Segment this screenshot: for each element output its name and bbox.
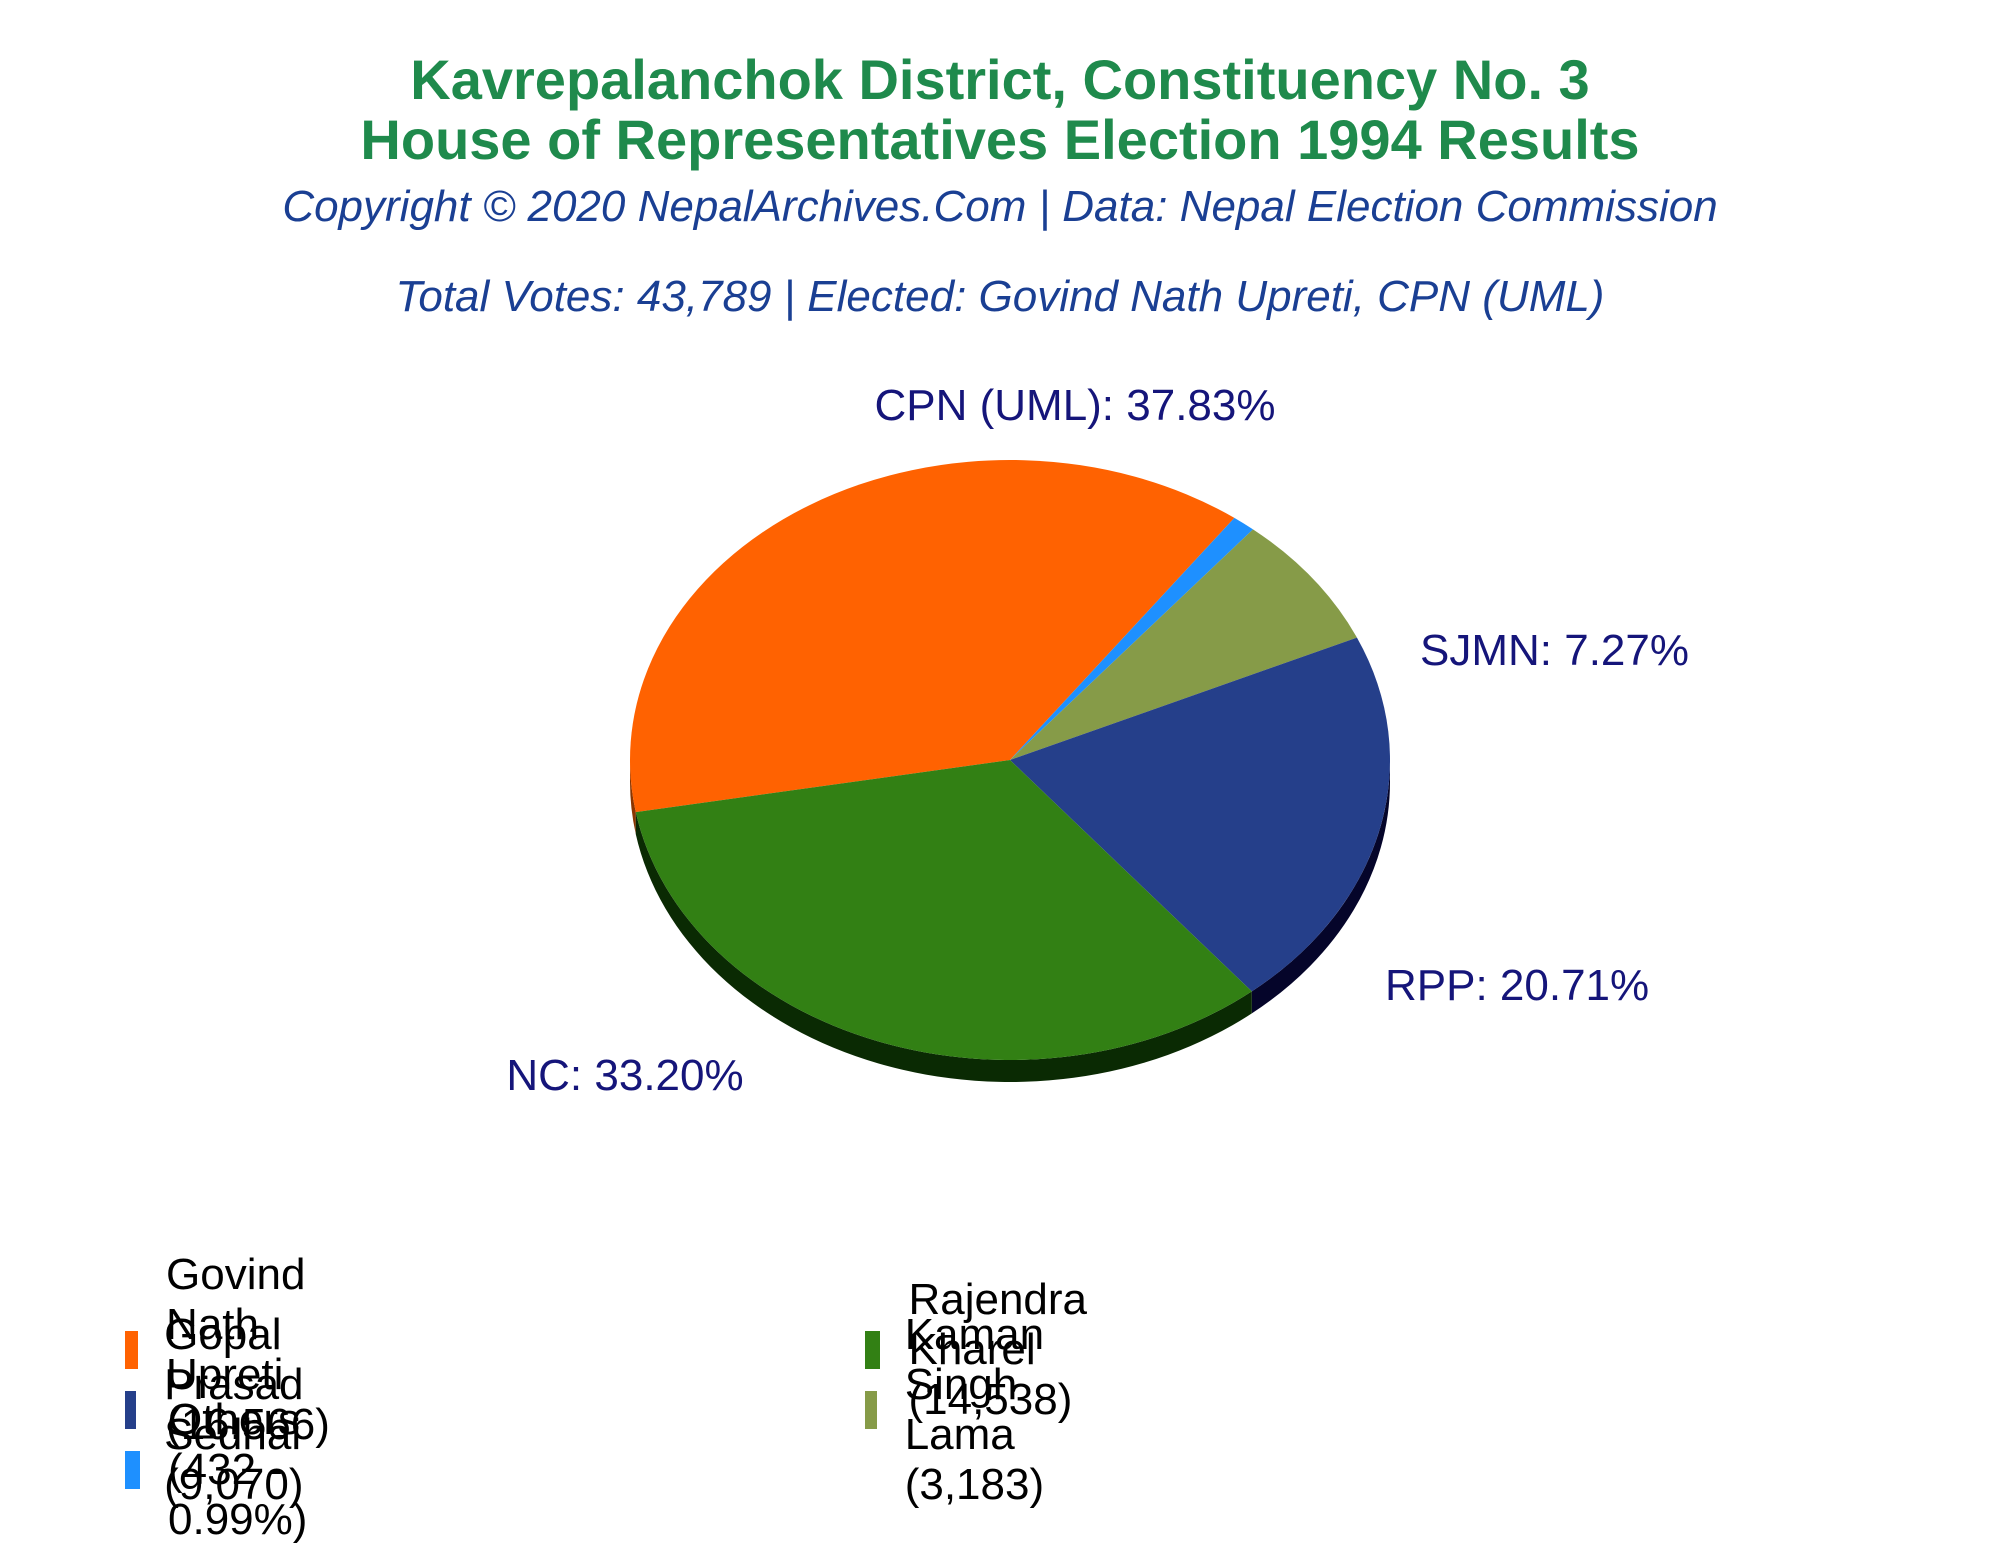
pie-depth bbox=[630, 760, 1390, 1083]
legend-label: Govind Nath Upreti (16,566) bbox=[166, 1250, 330, 1449]
pie-chart: CPN (UML): 37.83% SJMN: 7.27% RPP: 20.71% N… bbox=[506, 381, 1689, 1100]
pie-depth-cpn-uml- bbox=[630, 760, 636, 835]
legend-item: Govind Nath Upreti (16,566) bbox=[125, 1250, 355, 1449]
slice-label-nc: NC: 33.20% bbox=[506, 1051, 743, 1100]
chart-title: Kavrepalanchok District, Constituency No… bbox=[410, 48, 1590, 111]
slice-label-sjmn: SJMN: 7.27% bbox=[1420, 626, 1689, 675]
legend-swatch bbox=[865, 1391, 877, 1429]
legend-swatch bbox=[865, 1331, 881, 1369]
legend-swatch bbox=[125, 1391, 137, 1429]
legend-label: Gopal Prasad Sedhai (9,070) bbox=[164, 1310, 304, 1509]
pie-slice-others bbox=[1010, 517, 1253, 760]
pie-slice-nc bbox=[635, 760, 1252, 1061]
pie-depth-nc bbox=[635, 812, 1252, 1083]
pie-slice-rpp bbox=[1010, 637, 1391, 992]
legend-swatch bbox=[125, 1331, 139, 1369]
legend-swatch bbox=[125, 1451, 141, 1489]
pie-slice-cpn-uml bbox=[630, 460, 1235, 813]
legend-item: Gopal Prasad Sedhai (9,070) bbox=[125, 1310, 330, 1509]
chart-title-line2: House of Representatives Election 1994 R… bbox=[360, 108, 1640, 171]
pie-slice-sjmn bbox=[1010, 529, 1357, 760]
slice-label-rpp: RPP: 20.71% bbox=[1385, 961, 1649, 1010]
legend-label: Kaman Singh Lama (3,183) bbox=[904, 1310, 1045, 1509]
summary-text: Total Votes: 43,789 | Elected: Govind Na… bbox=[395, 272, 1605, 321]
pie-depth-rpp bbox=[1251, 760, 1390, 1014]
legend-item: Kaman Singh Lama (3,183) bbox=[865, 1310, 1070, 1509]
legend-label: Rajendra Kharel (14,538) bbox=[908, 1275, 1088, 1424]
copyright-text: Copyright © 2020 NepalArchives.Com | Dat… bbox=[282, 182, 1718, 231]
legend-label: Others (432 - 0.99%) bbox=[168, 1395, 308, 1544]
slice-label-cpn-uml: CPN (UML): 37.83% bbox=[874, 381, 1275, 430]
legend-item: Others (432 - 0.99%) bbox=[125, 1395, 330, 1544]
legend-item: Rajendra Kharel (14,538) bbox=[865, 1275, 1110, 1424]
